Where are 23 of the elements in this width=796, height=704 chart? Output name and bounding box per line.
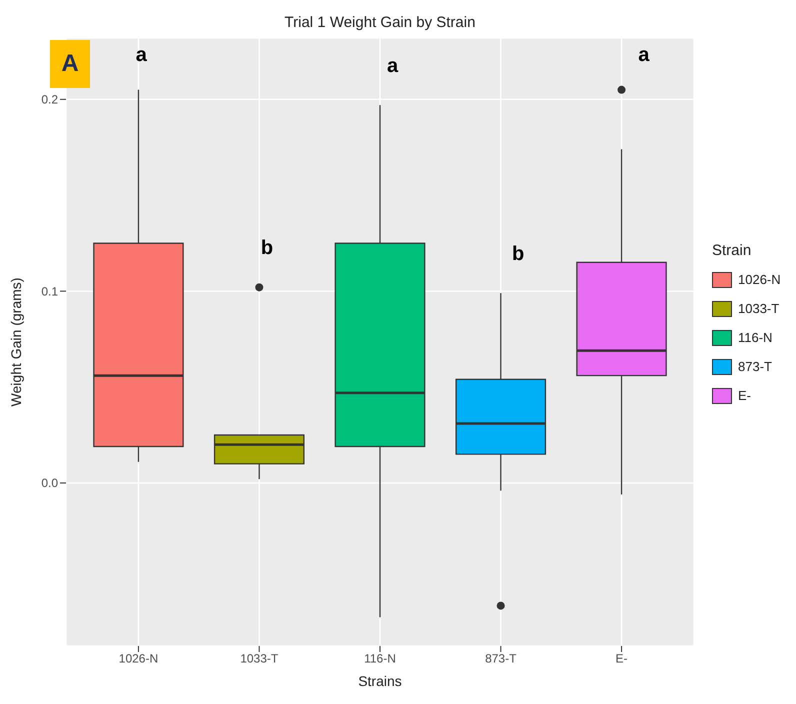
legend-title: Strain — [712, 242, 752, 259]
x-tick-label: 873-T — [485, 652, 518, 666]
annotation: a — [637, 44, 650, 67]
legend-label: 116-N — [738, 330, 772, 345]
y-tick-label: 0.2 — [41, 92, 58, 107]
x-tick-label: 1033-T — [240, 652, 279, 666]
x-tick-label: E- — [616, 652, 628, 666]
x-tick-label: 1026-N — [118, 652, 158, 666]
legend-label: 1033-T — [738, 301, 780, 316]
legend-label: 1026-N — [738, 272, 781, 287]
x-tick-label: 116-N — [364, 652, 396, 666]
annotation: b — [260, 237, 274, 260]
annotation: a — [386, 55, 400, 78]
annotation: A — [50, 40, 90, 88]
y-tick-label: 0.0 — [41, 476, 58, 490]
y-tick-label: 0.1 — [41, 284, 58, 298]
legend-label: 873-T — [738, 359, 772, 374]
chart-title: Trial 1 Weight Gain by Strain — [284, 14, 476, 31]
legend-label: E- — [738, 388, 751, 403]
annotation: a — [134, 44, 148, 67]
annotation: b — [511, 243, 526, 266]
x-axis-title: Strains — [358, 673, 402, 689]
y-axis-title: Weight Gain (grams) — [8, 278, 24, 406]
